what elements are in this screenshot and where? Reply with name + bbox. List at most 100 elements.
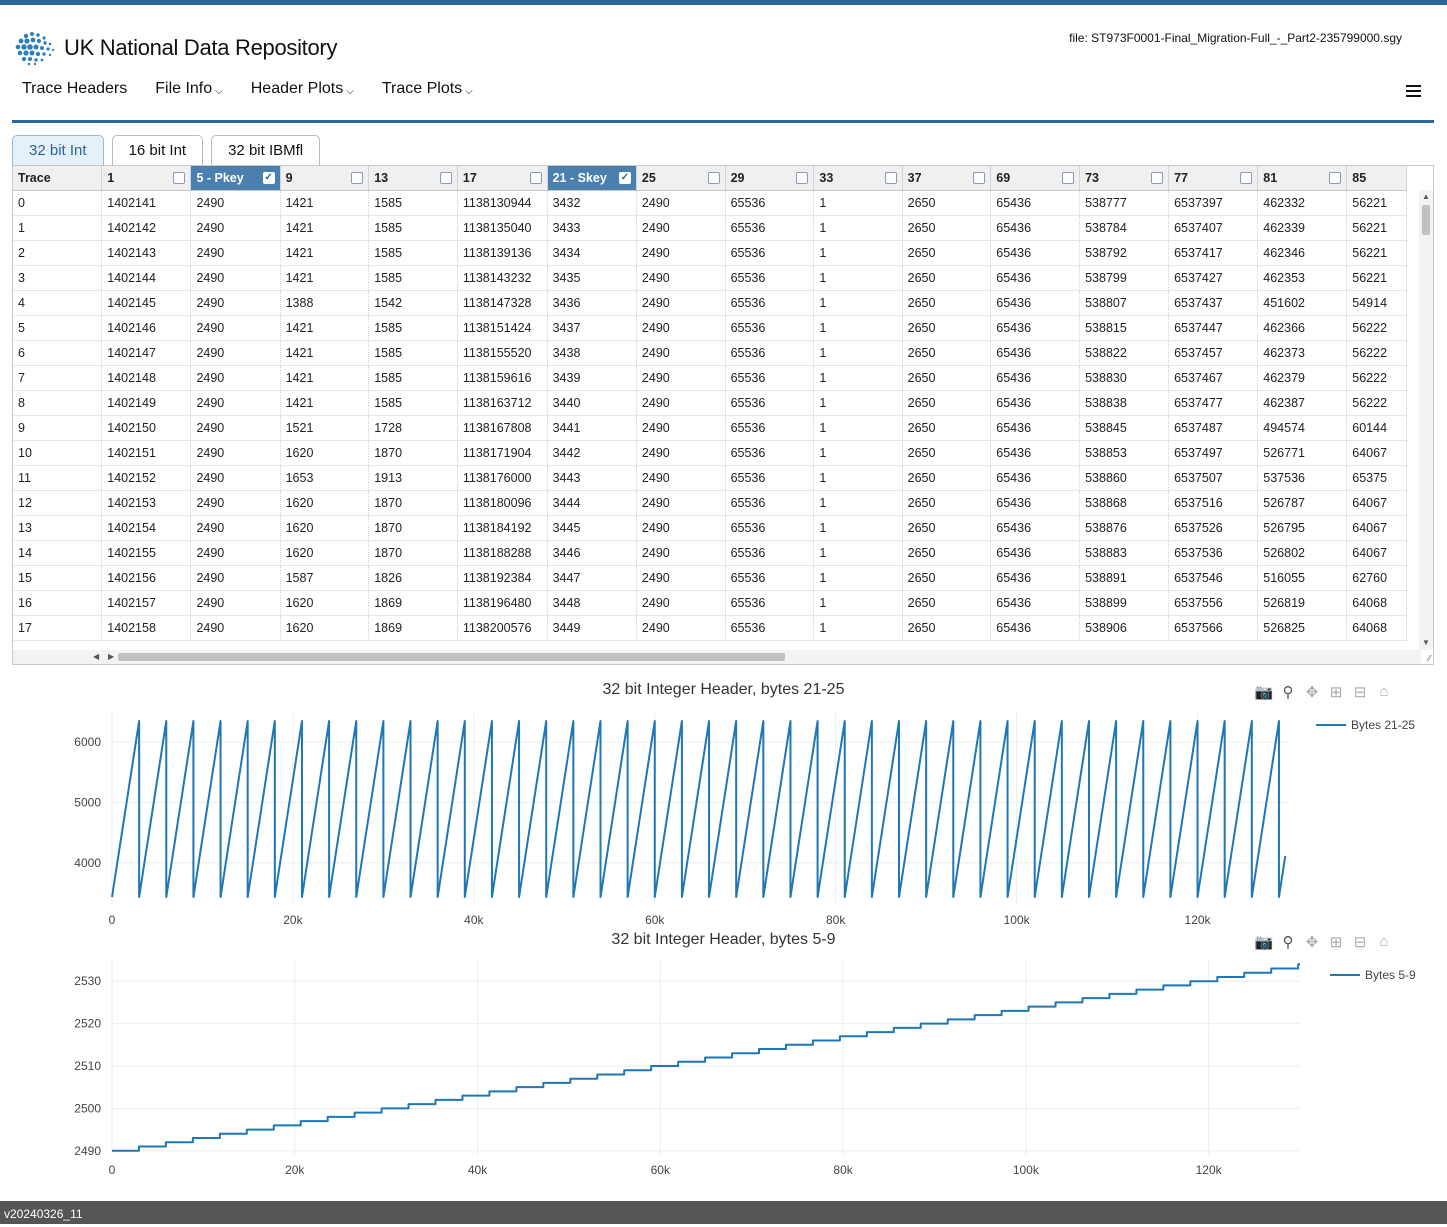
zoom-icon[interactable]: ⚲ xyxy=(1282,684,1294,701)
nav-trace-headers[interactable]: Trace Headers xyxy=(22,80,127,98)
plot-title: 32 bit Integer Header, bytes 5-9 xyxy=(611,931,836,948)
column-checkbox[interactable] xyxy=(1240,172,1253,184)
zoom-out-icon[interactable]: ⊟ xyxy=(1353,934,1367,951)
table-cell: 3444 xyxy=(547,490,637,516)
column-checkbox[interactable] xyxy=(173,172,186,184)
column-checkbox[interactable] xyxy=(529,172,542,184)
nav-header-plots[interactable]: Header Plots ⌵ xyxy=(251,80,354,98)
logo-text: UK National Data Repository xyxy=(64,35,338,60)
table-row[interactable]: 4 1402145 2490 1388 1542 1138147328 3436 2490 65… xyxy=(13,290,1407,316)
table-cell: 1402158 xyxy=(101,615,192,641)
pan-icon[interactable]: ✥ xyxy=(1305,934,1319,951)
column-header[interactable]: 9 xyxy=(280,166,370,191)
column-header[interactable]: 21 - Skey ✓ xyxy=(547,166,637,191)
table-row[interactable]: 15 1402156 2490 1587 1826 1138192384 3447 2490 6… xyxy=(13,565,1407,591)
column-header[interactable]: 1 xyxy=(101,166,192,191)
table-cell: 1402156 xyxy=(101,565,192,591)
scroll-right-icon[interactable]: ▶ xyxy=(108,652,115,661)
column-checkbox[interactable]: ✓ xyxy=(618,172,631,184)
table-cell: 2490 xyxy=(190,240,281,266)
horizontal-scroll-thumb[interactable] xyxy=(118,653,785,661)
home-icon[interactable]: ⌂ xyxy=(1379,933,1389,950)
hamburger-icon[interactable] xyxy=(1406,85,1421,97)
tab-32-bit-int[interactable]: 32 bit Int xyxy=(12,135,104,165)
plot-legend[interactable]: Bytes 5-9 xyxy=(1330,968,1416,982)
camera-icon[interactable]: 📷 xyxy=(1254,934,1274,951)
scroll-up-icon[interactable]: ▲ xyxy=(1422,192,1430,201)
column-checkbox[interactable]: ✓ xyxy=(262,172,275,184)
table-cell: 526795 xyxy=(1257,515,1348,541)
column-header[interactable]: 77 xyxy=(1168,166,1259,191)
zoom-out-icon[interactable]: ⊟ xyxy=(1353,684,1367,701)
table-row[interactable]: 12 1402153 2490 1620 1870 1138180096 3444 2490 6… xyxy=(13,490,1407,516)
column-checkbox[interactable] xyxy=(1151,172,1164,184)
scroll-down-icon[interactable]: ▼ xyxy=(1422,638,1430,647)
zoom-in-icon[interactable]: ⊞ xyxy=(1329,934,1343,951)
table-cell: 1402153 xyxy=(101,490,192,516)
charts-canvas[interactable]: 0 20k 40k 60k 80k 100k 120k 4000 5000 6000 0 20k 40k… xyxy=(0,0,1447,1200)
resize-handle-icon[interactable]: ∕∕ xyxy=(1427,653,1431,663)
series-line xyxy=(111,720,1287,899)
column-header-label: 85 xyxy=(1352,170,1367,185)
table-cell: 1 xyxy=(813,315,903,341)
nav-trace-plots[interactable]: Trace Plots ⌵ xyxy=(382,80,473,98)
column-header[interactable]: 29 xyxy=(725,166,815,191)
column-checkbox[interactable] xyxy=(884,172,897,184)
table-row[interactable]: 2 1402143 2490 1421 1585 1138139136 3434 2490 65… xyxy=(13,240,1407,266)
column-header[interactable]: 13 xyxy=(368,166,458,191)
table-row[interactable]: 7 1402148 2490 1421 1585 1138159616 3439 2490 65… xyxy=(13,365,1407,391)
table-cell: 6537417 xyxy=(1168,240,1259,266)
column-header[interactable]: 81 xyxy=(1257,166,1348,191)
pan-icon[interactable]: ✥ xyxy=(1305,684,1319,701)
scroll-left-icon[interactable]: ◀ xyxy=(93,652,100,661)
vertical-scrollbar[interactable]: ▲ ▼ xyxy=(1419,190,1433,650)
column-header[interactable]: 37 xyxy=(902,166,992,191)
column-header[interactable]: 85 xyxy=(1346,166,1407,191)
table-row[interactable]: 9 1402150 2490 1521 1728 1138167808 3441 2490 65… xyxy=(13,415,1407,441)
table-row[interactable]: 8 1402149 2490 1421 1585 1138163712 3440 2490 65… xyxy=(13,390,1407,416)
table-cell: 65436 xyxy=(990,215,1081,241)
column-checkbox[interactable] xyxy=(707,172,720,184)
column-header[interactable]: 17 xyxy=(457,166,548,191)
nav-file-info[interactable]: File Info ⌵ xyxy=(155,80,223,98)
table-cell: 1421 xyxy=(280,365,370,391)
column-header[interactable]: 69 xyxy=(990,166,1081,191)
vertical-scroll-thumb[interactable] xyxy=(1422,205,1430,235)
column-checkbox[interactable] xyxy=(1062,172,1075,184)
zoom-in-icon[interactable]: ⊞ xyxy=(1329,684,1343,701)
table-row[interactable]: 0 1402141 2490 1421 1585 1138130944 3432 2490 65… xyxy=(13,190,1407,216)
tab-16-bit-int[interactable]: 16 bit Int xyxy=(111,135,204,165)
table-row[interactable]: 16 1402157 2490 1620 1869 1138196480 3448 2490 6… xyxy=(13,590,1407,616)
column-header[interactable]: Trace xyxy=(13,166,103,191)
table-cell: 1138192384 xyxy=(457,565,548,591)
table-row[interactable]: 1 1402142 2490 1421 1585 1138135040 3433 2490 65… xyxy=(13,215,1407,241)
table-row[interactable]: 5 1402146 2490 1421 1585 1138151424 3437 2490 65… xyxy=(13,315,1407,341)
column-header[interactable]: 73 xyxy=(1079,166,1170,191)
plot-legend[interactable]: Bytes 21-25 xyxy=(1316,718,1415,732)
zoom-icon[interactable]: ⚲ xyxy=(1282,934,1294,951)
column-header[interactable]: 33 xyxy=(813,166,903,191)
column-header[interactable]: 5 - Pkey ✓ xyxy=(190,166,281,191)
table-cell: 1421 xyxy=(280,265,370,291)
column-checkbox[interactable] xyxy=(1329,172,1342,184)
column-checkbox[interactable] xyxy=(439,172,452,184)
column-checkbox[interactable] xyxy=(796,172,809,184)
horizontal-scrollbar[interactable]: ◀ ▶ xyxy=(13,650,1421,664)
table-row[interactable]: 11 1402152 2490 1653 1913 1138176000 3443 2490 6… xyxy=(13,465,1407,491)
table-row[interactable]: 6 1402147 2490 1421 1585 1138155520 3438 2490 65… xyxy=(13,340,1407,366)
table-row[interactable]: 3 1402144 2490 1421 1585 1138143232 3435 2490 65… xyxy=(13,265,1407,291)
camera-icon[interactable]: 📷 xyxy=(1254,684,1274,701)
table-row[interactable]: 17 1402158 2490 1620 1869 1138200576 3449 2490 6… xyxy=(13,615,1407,641)
column-checkbox[interactable] xyxy=(351,172,364,184)
column-checkbox[interactable] xyxy=(973,172,986,184)
table-cell: 13 xyxy=(13,515,103,541)
table-row[interactable]: 13 1402154 2490 1620 1870 1138184192 3445 2490 6… xyxy=(13,515,1407,541)
column-header[interactable]: 25 xyxy=(636,166,726,191)
table-cell: 2650 xyxy=(902,340,992,366)
tab-32-bit-ibmfl[interactable]: 32 bit IBMfl xyxy=(211,135,321,165)
table-row[interactable]: 14 1402155 2490 1620 1870 1138188288 3446 2490 6… xyxy=(13,540,1407,566)
legend-label: Bytes 5-9 xyxy=(1365,968,1416,982)
table-row[interactable]: 10 1402151 2490 1620 1870 1138171904 3442 2490 6… xyxy=(13,440,1407,466)
logo[interactable]: UK National Data Repository xyxy=(14,30,337,66)
home-icon[interactable]: ⌂ xyxy=(1379,683,1389,700)
